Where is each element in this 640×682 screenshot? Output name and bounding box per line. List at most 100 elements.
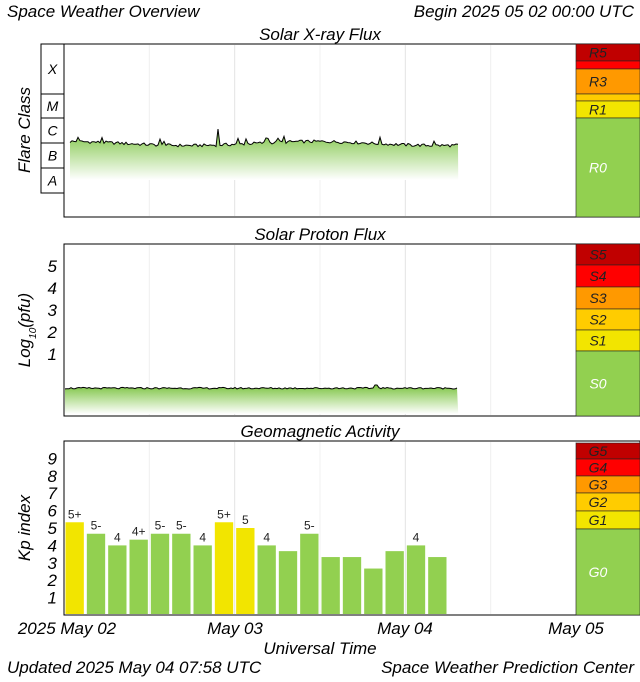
kp-bar — [172, 533, 191, 614]
kp-bar-label: 5+ — [68, 507, 82, 521]
kp-bar — [342, 557, 362, 614]
proton-plot-area — [63, 243, 640, 417]
kp-bar — [257, 545, 276, 614]
kp-ylabel: Kp index — [15, 494, 34, 561]
flare-class-c: C — [47, 123, 58, 139]
kp-title: Geomagnetic Activity — [240, 422, 401, 441]
kp-bar-label: 4 — [413, 530, 420, 544]
xray-plot-area — [63, 43, 640, 218]
proton-ytick: 4 — [48, 279, 57, 298]
scale-label-g2: G2 — [589, 494, 608, 510]
scale-cell-band — [575, 60, 640, 70]
proton-ytick: 3 — [48, 301, 58, 320]
kp-bar-label: 5- — [304, 519, 315, 533]
footer-updated: Updated 2025 May 04 07:58 UTC — [7, 658, 261, 678]
x-axis-label: Universal Time — [263, 639, 376, 658]
proton-flux-area — [65, 385, 459, 414]
xray-title: Solar X-ray Flux — [259, 25, 381, 44]
kp-bar-label: 4+ — [132, 525, 146, 539]
proton-ytick: 5 — [48, 257, 58, 276]
scale-cell-s3 — [575, 286, 640, 310]
header-title: Space Weather Overview — [7, 2, 200, 21]
scale-label-g3: G3 — [589, 477, 608, 493]
kp-bar-label: 4 — [114, 530, 121, 544]
xray-ylabel: Flare Class — [15, 87, 34, 173]
kp-bar-label: 5- — [176, 519, 187, 533]
kp-bar-label: 5- — [155, 519, 166, 533]
kp-ytick: 3 — [48, 554, 58, 573]
kp-bar — [428, 557, 447, 614]
scale-label-s1: S1 — [589, 333, 606, 349]
scale-label-s4: S4 — [589, 268, 606, 284]
kp-panel: Geomagnetic Activity Kp index 987654321 … — [15, 422, 640, 616]
scale-cell-g4 — [575, 458, 640, 477]
proton-ytick: 1 — [48, 345, 57, 364]
kp-ytick: 6 — [48, 502, 58, 521]
scale-cell-s0 — [575, 350, 640, 417]
scale-label-g4: G4 — [589, 460, 608, 476]
kp-bar — [129, 539, 148, 614]
scale-cell-s1 — [575, 329, 640, 352]
scale-cell-s2 — [575, 308, 640, 331]
flare-class-x: X — [47, 61, 58, 77]
flare-class-a: A — [47, 173, 57, 189]
kp-bar — [300, 533, 319, 614]
kp-bar — [278, 551, 298, 614]
scale-cell-s4 — [575, 264, 640, 288]
kp-bar — [150, 533, 170, 614]
scale-cell-g0 — [575, 528, 640, 616]
proton-ylabel-sub: 10 — [28, 327, 39, 339]
kp-bar — [406, 545, 426, 614]
scale-cell-g5 — [575, 442, 640, 460]
scale-cell-band — [575, 93, 640, 102]
scale-cell-r1 — [575, 100, 640, 119]
scale-label-r1: R1 — [589, 102, 607, 118]
x-tick: May 04 — [377, 619, 433, 638]
x-tick: May 03 — [207, 619, 263, 638]
scale-label-g0: G0 — [589, 564, 608, 580]
footer-updated-label: Updated — [7, 658, 72, 677]
proton-ylabel-unit: (pfu) — [15, 293, 34, 328]
kp-bar — [321, 557, 340, 614]
kp-bar — [236, 528, 255, 614]
header-begin-value: 2025 05 02 00:00 UTC — [461, 2, 634, 21]
kp-bar-label: 5+ — [217, 507, 231, 521]
kp-bar — [193, 545, 212, 614]
scale-label-s5: S5 — [589, 247, 606, 263]
kp-ytick: 2 — [47, 571, 58, 590]
scale-label-r3: R3 — [589, 74, 607, 90]
scale-cell-r5 — [575, 43, 640, 62]
kp-bar-label: 4 — [199, 530, 206, 544]
kp-bar — [65, 522, 84, 614]
flare-class-m: M — [47, 98, 59, 114]
scale-label-g5: G5 — [589, 443, 608, 459]
scale-label-r5: R5 — [589, 45, 607, 61]
kp-bar — [108, 545, 127, 614]
proton-ylabel: Log10(pfu) — [15, 293, 39, 367]
scale-cell-r0 — [575, 117, 640, 218]
proton-ylabel-log: Log — [15, 338, 34, 367]
kp-bar — [385, 551, 404, 614]
flare-class-box — [40, 167, 65, 194]
kp-ytick: 4 — [48, 536, 57, 555]
xray-flux-area — [70, 129, 459, 180]
kp-bar-label: 5 — [242, 513, 249, 527]
kp-bar — [86, 533, 106, 614]
proton-ytick: 2 — [47, 323, 58, 342]
x-tick: May 05 — [548, 619, 604, 638]
xray-flux-line — [69, 128, 459, 148]
scale-cell-g3 — [575, 475, 640, 494]
footer-updated-value: 2025 May 04 07:58 UTC — [76, 658, 262, 677]
proton-title: Solar Proton Flux — [254, 225, 386, 244]
scale-cell-r3 — [575, 68, 640, 95]
kp-ytick: 7 — [48, 484, 58, 503]
x-tick: 2025 May 02 — [17, 619, 117, 638]
kp-bar-label: 5- — [91, 519, 102, 533]
header-begin-label: Begin — [413, 2, 458, 21]
kp-ytick: 9 — [48, 449, 58, 468]
kp-bar-label: 4 — [263, 530, 270, 544]
scale-label-s0: S0 — [589, 376, 606, 392]
scale-label-r0: R0 — [589, 160, 607, 176]
